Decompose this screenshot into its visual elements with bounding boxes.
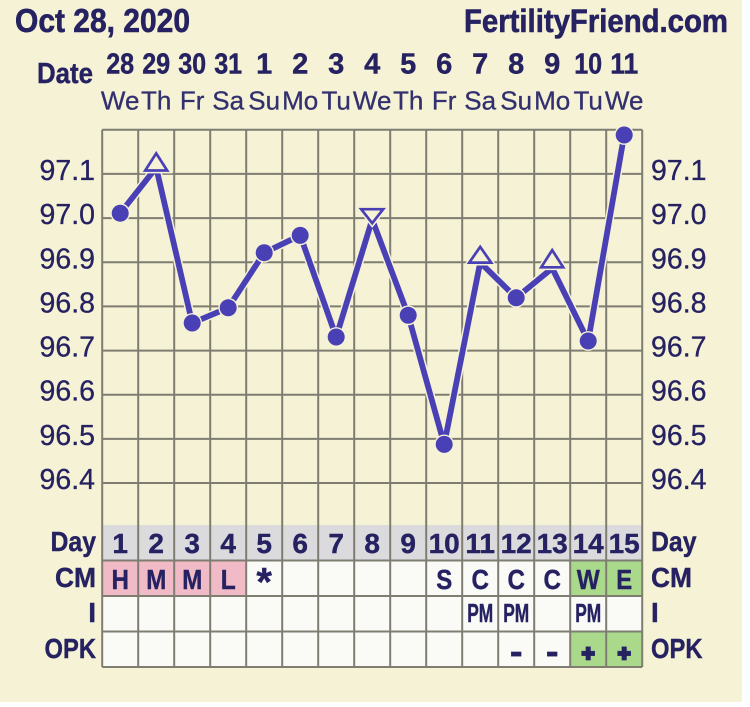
svg-text:96.8: 96.8 <box>40 287 95 319</box>
svg-text:Day: Day <box>651 526 697 557</box>
svg-text:Su: Su <box>248 86 280 116</box>
svg-text:96.6: 96.6 <box>651 376 706 408</box>
svg-text:29: 29 <box>142 49 170 81</box>
svg-text:6: 6 <box>292 528 308 559</box>
svg-text:Day: Day <box>51 526 97 557</box>
svg-text:96.9: 96.9 <box>40 243 95 275</box>
svg-text:7: 7 <box>472 49 488 81</box>
svg-text:OPK: OPK <box>45 633 97 664</box>
svg-text:Oct 28, 2020: Oct 28, 2020 <box>15 2 190 39</box>
svg-text:S: S <box>436 564 452 595</box>
svg-text:96.4: 96.4 <box>40 464 96 496</box>
svg-text:Date: Date <box>37 58 93 90</box>
svg-text:96.6: 96.6 <box>40 376 95 408</box>
svg-text:8: 8 <box>508 49 524 81</box>
svg-text:Sa: Sa <box>464 86 496 116</box>
svg-text:Mo: Mo <box>282 86 318 116</box>
svg-text:96.5: 96.5 <box>40 420 95 452</box>
svg-text:I: I <box>88 597 96 628</box>
svg-text:Tu: Tu <box>322 86 351 116</box>
svg-text:W: W <box>577 564 600 595</box>
svg-text:Fr: Fr <box>432 86 457 116</box>
svg-text:I: I <box>651 597 659 628</box>
svg-text:2: 2 <box>292 49 308 81</box>
svg-text:3: 3 <box>184 528 200 559</box>
svg-text:28: 28 <box>106 49 134 81</box>
svg-text:*: * <box>256 561 272 605</box>
svg-text:1: 1 <box>112 528 128 559</box>
svg-text:Fr: Fr <box>180 86 205 116</box>
svg-text:13: 13 <box>537 528 568 559</box>
svg-text:96.4: 96.4 <box>651 464 707 496</box>
svg-text:5: 5 <box>400 49 416 81</box>
svg-text:11: 11 <box>610 49 638 81</box>
svg-text:Th: Th <box>141 86 171 116</box>
svg-text:97.0: 97.0 <box>651 199 706 231</box>
svg-text:15: 15 <box>609 528 640 559</box>
svg-text:4: 4 <box>220 528 236 559</box>
svg-text:2: 2 <box>148 528 164 559</box>
svg-text:7: 7 <box>328 528 344 559</box>
svg-text:9: 9 <box>400 528 416 559</box>
svg-text:31: 31 <box>214 49 242 81</box>
svg-text:We: We <box>605 86 644 116</box>
svg-text:E: E <box>616 564 632 595</box>
svg-text:96.9: 96.9 <box>651 243 706 275</box>
svg-text:97.1: 97.1 <box>651 155 706 187</box>
svg-text:97.1: 97.1 <box>40 155 95 187</box>
svg-text:CM: CM <box>651 562 692 593</box>
svg-text:4: 4 <box>364 49 380 81</box>
svg-text:Th: Th <box>393 86 423 116</box>
svg-text:OPK: OPK <box>651 633 703 664</box>
svg-text:10: 10 <box>429 528 460 559</box>
svg-text:M: M <box>146 564 166 595</box>
svg-text:96.8: 96.8 <box>651 287 706 319</box>
svg-text:9: 9 <box>544 49 560 81</box>
svg-text:H: H <box>111 564 129 595</box>
svg-text:96.7: 96.7 <box>651 332 706 364</box>
svg-text:8: 8 <box>364 528 380 559</box>
svg-text:C: C <box>471 564 489 595</box>
svg-text:M: M <box>182 564 202 595</box>
svg-text:10: 10 <box>574 49 602 81</box>
svg-text:We: We <box>101 86 140 116</box>
svg-text:L: L <box>221 564 236 595</box>
svg-text:CM: CM <box>55 562 96 593</box>
svg-text:PM: PM <box>575 600 601 628</box>
svg-text:96.7: 96.7 <box>40 332 95 364</box>
svg-text:PM: PM <box>503 600 529 628</box>
svg-text:Tu: Tu <box>574 86 603 116</box>
svg-text:14: 14 <box>573 528 605 559</box>
svg-text:11: 11 <box>465 528 495 559</box>
svg-text:6: 6 <box>436 49 452 81</box>
svg-text:96.5: 96.5 <box>651 420 706 452</box>
svg-text:12: 12 <box>501 528 532 559</box>
svg-text:1: 1 <box>256 49 272 81</box>
svg-text:30: 30 <box>178 49 206 81</box>
svg-text:Mo: Mo <box>534 86 570 116</box>
svg-text:C: C <box>507 564 525 595</box>
svg-text:5: 5 <box>256 528 272 559</box>
svg-text:3: 3 <box>328 49 344 81</box>
svg-text:We: We <box>353 86 392 116</box>
svg-text:PM: PM <box>467 600 493 628</box>
svg-text:C: C <box>543 564 561 595</box>
svg-text:FertilityFriend.com: FertilityFriend.com <box>464 3 728 39</box>
svg-text:Sa: Sa <box>212 86 244 116</box>
svg-text:Su: Su <box>500 86 532 116</box>
svg-text:97.0: 97.0 <box>40 199 95 231</box>
